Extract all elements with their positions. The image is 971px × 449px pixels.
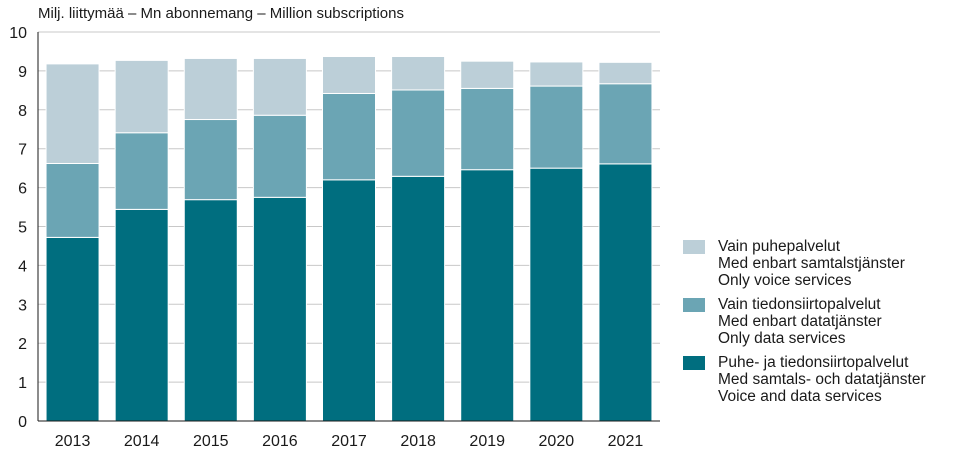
y-tick-label: 7: [18, 142, 27, 159]
x-tick-label: 2017: [331, 433, 367, 449]
legend-label-sv: Med enbart samtalstjänster: [718, 255, 905, 272]
y-tick-label: 8: [18, 103, 27, 120]
x-tick-label: 2014: [124, 433, 160, 449]
legend-swatch: [683, 356, 705, 370]
y-tick-label: 1: [18, 375, 27, 392]
bar-segment-0: [252, 196, 307, 422]
bar-segment-1: [322, 92, 376, 181]
bar-segment-0: [183, 199, 238, 422]
bar-segment-0: [322, 179, 376, 422]
legend-label-en: Only voice services: [718, 272, 852, 289]
bar-segment-0: [529, 167, 584, 422]
legend-label-sv: Med samtals- och datatjänster: [718, 371, 926, 388]
bar-segment-0: [45, 236, 100, 422]
bar-segment-2: [598, 61, 653, 85]
x-tick-label: 2015: [193, 433, 229, 449]
y-tick-label: 10: [9, 25, 27, 42]
legend-label-fi: Vain puhepalvelut: [718, 238, 841, 255]
bar-segment-2: [252, 57, 307, 116]
bar-segment-2: [183, 57, 238, 121]
bar-segment-2: [322, 56, 376, 94]
bar-segment-0: [460, 169, 515, 422]
legend-label-sv: Med enbart datatjänster: [718, 313, 882, 330]
bar-segment-0: [114, 208, 169, 422]
bar-segment-0: [391, 175, 446, 422]
legend: Vain puhepalvelut Med enbart samtalstjän…: [683, 238, 971, 412]
legend-label-en: Only data services: [718, 330, 846, 347]
bar-segment-1: [252, 114, 307, 198]
x-tick-label: 2021: [608, 433, 644, 449]
legend-item-data-only: Vain tiedonsiirtopalvelut Med enbart dat…: [683, 296, 971, 347]
bar-segment-1: [598, 83, 653, 165]
y-axis-title: Milj. liittymää – Mn abonnemang – Millio…: [38, 5, 404, 22]
y-tick-label: 0: [18, 414, 27, 431]
legend-swatch: [683, 240, 705, 254]
x-tick-label: 2018: [400, 433, 436, 449]
bar-segment-1: [529, 85, 584, 169]
y-tick-label: 2: [18, 336, 27, 353]
y-tick-labels: 0 1 2 3 4 5 6 7 8 9 10: [9, 25, 27, 431]
y-tick-label: 4: [18, 258, 27, 275]
bar-segment-1: [45, 162, 100, 238]
legend-label-fi: Puhe- ja tiedonsiirtopalvelut: [718, 354, 909, 371]
bar-segment-2: [391, 56, 446, 91]
bar-segment-2: [460, 60, 515, 89]
y-tick-label: 6: [18, 181, 27, 198]
axes: [37, 32, 660, 422]
y-tick-label: 5: [18, 220, 27, 237]
bar-segment-2: [529, 61, 584, 87]
legend-label-fi: Vain tiedonsiirtopalvelut: [718, 296, 881, 313]
bar-segment-1: [183, 119, 238, 201]
bar-segment-2: [114, 59, 169, 134]
x-tick-label: 2016: [262, 433, 298, 449]
bar-segment-1: [460, 87, 515, 171]
x-tick-label: 2019: [469, 433, 505, 449]
legend-item-voice-and-data: Puhe- ja tiedonsiirtopalvelut Med samtal…: [683, 354, 971, 405]
x-tick-label: 2013: [55, 433, 91, 449]
legend-item-voice-only: Vain puhepalvelut Med enbart samtalstjän…: [683, 238, 971, 289]
x-tick-labels: 2013 2014 2015 2016 2017 2018 2019 2020 2021: [55, 433, 644, 449]
y-tick-label: 9: [18, 64, 27, 81]
legend-swatch: [683, 298, 705, 312]
bar-segment-1: [114, 132, 169, 210]
bars: [45, 56, 653, 422]
x-tick-label: 2020: [539, 433, 575, 449]
bar-segment-2: [45, 63, 100, 164]
y-tick-label: 3: [18, 297, 27, 314]
bar-segment-1: [391, 89, 446, 177]
bar-segment-0: [598, 163, 653, 422]
legend-label-en: Voice and data services: [718, 388, 882, 405]
